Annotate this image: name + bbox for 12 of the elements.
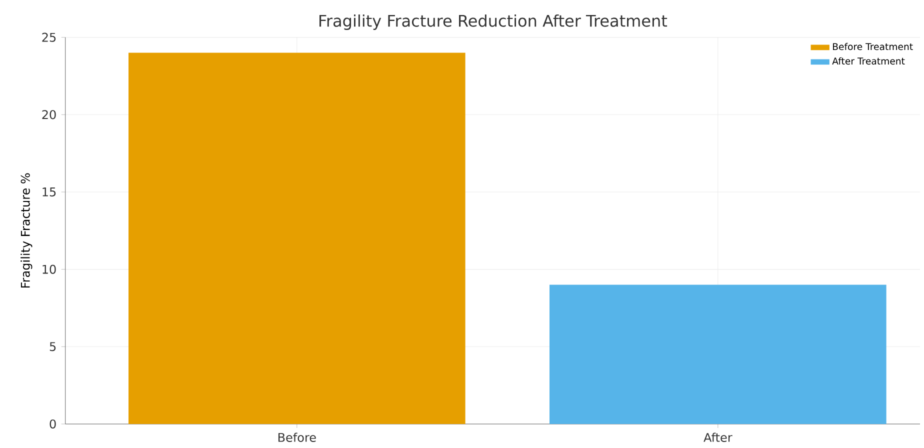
chart-title: Fragility Fracture Reduction After Treatment <box>319 14 668 30</box>
y-tick-label: 20 <box>42 110 56 120</box>
y-tick-label: 25 <box>42 32 56 42</box>
y-tick-label: 10 <box>42 264 56 274</box>
x-tick-label: Before <box>278 432 316 442</box>
legend-label: After Treatment <box>832 57 905 65</box>
x-tick-label: After <box>704 432 732 442</box>
legend-label: Before Treatment <box>833 42 913 50</box>
y-tick-label: 0 <box>50 419 56 429</box>
y-tick-label: 5 <box>50 342 56 352</box>
y-tick-label: 15 <box>42 188 56 196</box>
y-axis-title: Fragility Fracture % <box>20 173 32 288</box>
